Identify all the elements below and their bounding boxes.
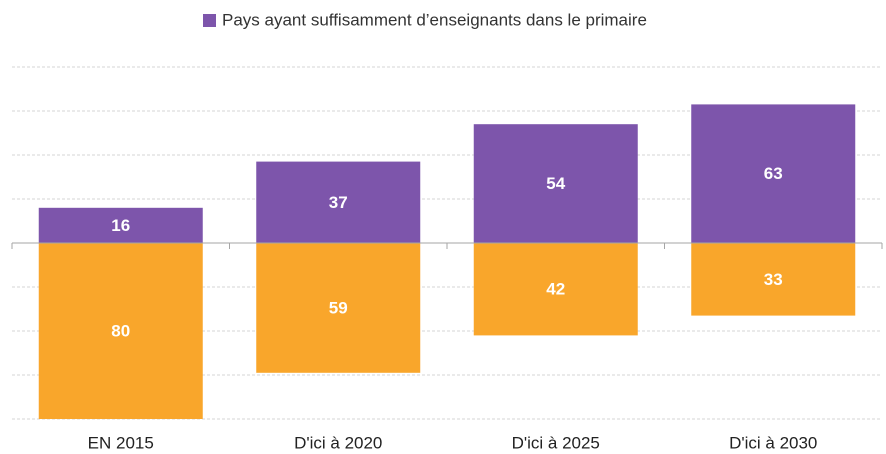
data-label: 42	[546, 280, 565, 299]
legend-label: Pays ayant suffisamment d’enseignants da…	[222, 10, 647, 29]
data-label: 54	[546, 174, 565, 193]
data-label: 59	[329, 298, 348, 317]
x-tick-label: D'ici à 2020	[294, 433, 382, 452]
bar	[256, 161, 421, 243]
x-tick-label: D'ici à 2025	[512, 433, 600, 452]
data-label: 63	[764, 164, 783, 183]
bar	[473, 243, 638, 336]
data-label: 16	[111, 216, 130, 235]
data-label: 80	[111, 321, 130, 340]
bar	[38, 207, 203, 243]
bar	[256, 243, 421, 373]
x-tick-label: D'ici à 2030	[729, 433, 817, 452]
data-label: 37	[329, 193, 348, 212]
bar	[691, 104, 856, 244]
bar	[38, 243, 203, 419]
x-tick-label: EN 2015	[88, 433, 154, 452]
bar	[691, 243, 856, 316]
bar	[473, 124, 638, 243]
legend-swatch	[203, 14, 216, 27]
data-label: 33	[764, 270, 783, 289]
